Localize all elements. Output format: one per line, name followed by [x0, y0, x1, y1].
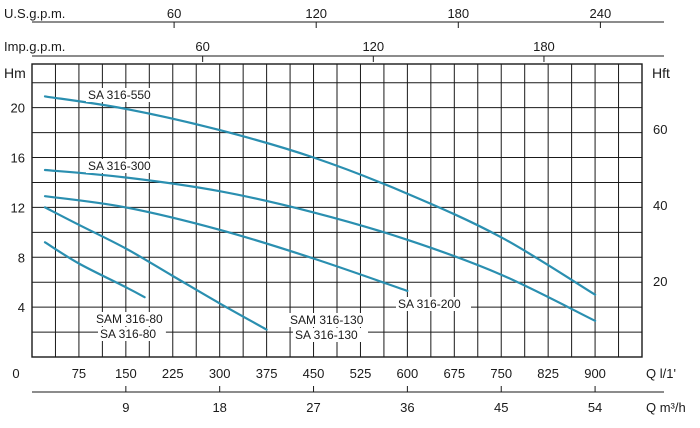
usgpm-tick-label: 240 — [590, 6, 612, 21]
x-tick-label: 375 — [256, 366, 278, 381]
impgpm-tick-label: 180 — [533, 39, 555, 54]
curve-label-bg — [396, 297, 471, 311]
x-tick-label: 75 — [72, 366, 86, 381]
y-left-tick-label: 4 — [18, 300, 25, 315]
x-tick-label: 900 — [584, 366, 606, 381]
curve-label-bg — [86, 159, 161, 173]
curve-sa-316-130 — [43, 206, 268, 331]
curve-labels: SA 316-550 SA 316-300 SA 316-200 SAM 316-13… — [86, 88, 471, 342]
curve-label-sam-316-130: SAM 316-130 — [290, 313, 364, 327]
x-primary-label: Q l/1' — [646, 366, 676, 381]
curve-sa-316-200 — [43, 195, 409, 292]
y-left-label: Hm — [4, 65, 26, 81]
m3h-tick-label: 9 — [122, 400, 129, 415]
y-right-tick-label: 60 — [653, 122, 667, 137]
x-tick-label: 825 — [537, 366, 559, 381]
x-tick-label: 525 — [350, 366, 372, 381]
curve-label-sa-316-200: SA 316-200 — [398, 297, 461, 311]
y-left-tick-label: 20 — [11, 101, 25, 116]
m3h-tick-label: 54 — [588, 400, 602, 415]
y-right-tick-label: 20 — [653, 274, 667, 289]
x-tick-label: 150 — [115, 366, 137, 381]
x-tick-label: 600 — [397, 366, 419, 381]
m3h-tick-label: 36 — [400, 400, 414, 415]
curve-label-sa-316-550: SA 316-550 — [88, 88, 151, 102]
usgpm-tick-label: 120 — [305, 6, 327, 21]
usgpm-axis-label: U.S.g.p.m. — [4, 6, 65, 21]
curve-label-bg — [94, 312, 169, 326]
grid — [31, 63, 643, 358]
m3h-axis-label: Q m³/h — [646, 400, 686, 415]
m3h-tick-label: 45 — [494, 400, 508, 415]
y-left-tick-label: 16 — [11, 151, 25, 166]
curve-label-bg — [293, 328, 368, 342]
y-right-label: Hft — [652, 65, 670, 81]
curve-label-sa-316-130: SA 316-130 — [295, 328, 358, 342]
curve-label-sam-316-80: SAM 316-80 — [96, 312, 163, 326]
x-tick-label: 675 — [443, 366, 465, 381]
y-right-tick-label: 40 — [653, 198, 667, 213]
x-tick-label: 450 — [303, 366, 325, 381]
y-left-tick-label: 8 — [18, 250, 25, 265]
curve-sa-316-300 — [43, 168, 597, 322]
curve-label-bg — [288, 313, 371, 327]
m3h-tick-label: 27 — [306, 400, 320, 415]
x-tick-label: 750 — [490, 366, 512, 381]
curve-label-sa-316-80: SA 316-80 — [100, 327, 156, 341]
curve-sa-316-550 — [43, 95, 597, 296]
impgpm-tick-label: 60 — [195, 39, 209, 54]
usgpm-tick-label: 60 — [167, 6, 181, 21]
impgpm-tick-label: 120 — [362, 39, 384, 54]
curve-label-sa-316-300: SA 316-300 — [88, 159, 151, 173]
usgpm-tick-label: 180 — [447, 6, 469, 21]
series-lines — [43, 95, 597, 331]
impgpm-axis-label: Imp.g.p.m. — [4, 39, 65, 54]
curve-sa-316-80 — [43, 241, 146, 299]
x-tick-label: 300 — [209, 366, 231, 381]
curve-label-bg — [98, 327, 166, 341]
curve-label-bg — [86, 88, 161, 102]
m3h-tick-label: 18 — [212, 400, 226, 415]
x-tick-label: 225 — [162, 366, 184, 381]
y-left-tick-label: 12 — [11, 200, 25, 215]
x-tick-label: 0 — [12, 366, 19, 381]
